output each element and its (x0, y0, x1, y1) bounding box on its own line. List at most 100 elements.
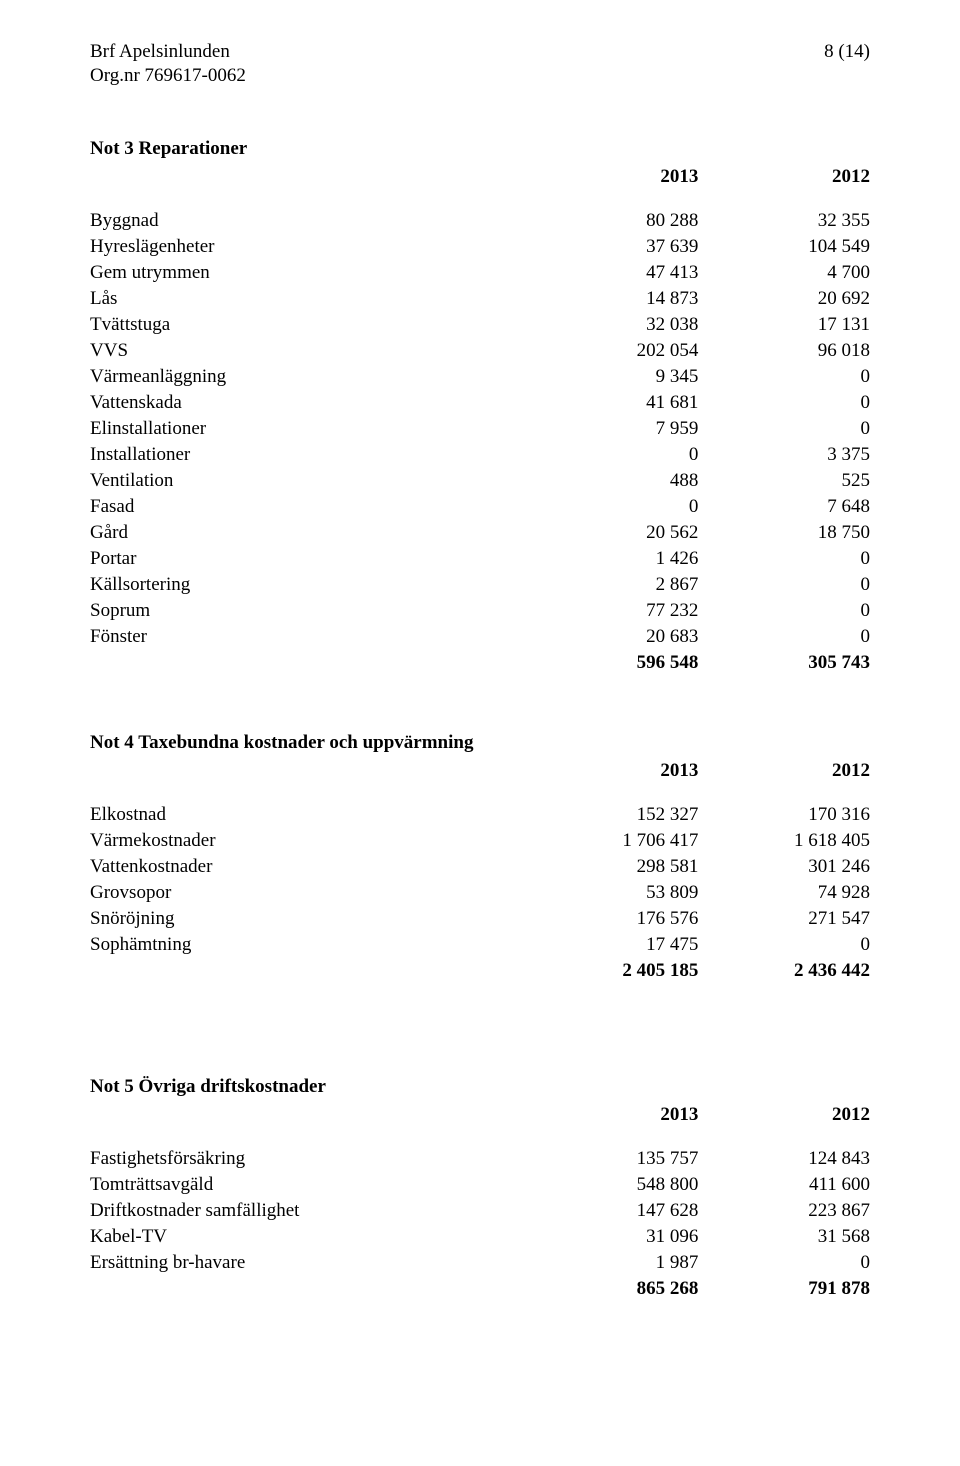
row-label: Gem utrymmen (90, 260, 527, 286)
table-row: Fasad07 648 (90, 494, 870, 520)
table-row: Hyreslägenheter37 639104 549 (90, 234, 870, 260)
table-row: Grovsopor53 80974 928 (90, 880, 870, 906)
row-y1: 31 096 (527, 1224, 699, 1250)
row-y2: 0 (698, 572, 870, 598)
row-y1: 7 959 (527, 416, 699, 442)
row-label: Elkostnad (90, 802, 527, 828)
row-y2: 0 (698, 364, 870, 390)
table-row: Snöröjning176 576271 547 (90, 906, 870, 932)
row-label: Elinstallationer (90, 416, 527, 442)
not4-total-y2: 2 436 442 (698, 958, 870, 984)
row-y1: 0 (527, 494, 699, 520)
row-y1: 176 576 (527, 906, 699, 932)
row-y2: 525 (698, 468, 870, 494)
blank-header (90, 164, 527, 190)
table-row: Sophämtning17 4750 (90, 932, 870, 958)
table-row: Värmekostnader1 706 4171 618 405 (90, 828, 870, 854)
table-row: Lås14 87320 692 (90, 286, 870, 312)
row-y2: 1 618 405 (698, 828, 870, 854)
row-y2: 0 (698, 546, 870, 572)
row-y1: 0 (527, 442, 699, 468)
row-y2: 96 018 (698, 338, 870, 364)
table-row: Portar1 4260 (90, 546, 870, 572)
table-row: Elinstallationer7 9590 (90, 416, 870, 442)
row-label: Källsortering (90, 572, 527, 598)
year2-header: 2012 (698, 1102, 870, 1128)
table-row: Elkostnad152 327170 316 (90, 802, 870, 828)
year1-header: 2013 (527, 758, 699, 784)
row-y2: 3 375 (698, 442, 870, 468)
row-y1: 1 426 (527, 546, 699, 572)
page-header: Brf Apelsinlunden Org.nr 769617-0062 8 (… (90, 40, 870, 88)
row-label: Värmeanläggning (90, 364, 527, 390)
row-y1: 147 628 (527, 1198, 699, 1224)
not3-table: 2013 2012 Byggnad80 28832 355 Hyreslägen… (90, 164, 870, 676)
row-y1: 152 327 (527, 802, 699, 828)
row-y2: 0 (698, 598, 870, 624)
row-y1: 135 757 (527, 1146, 699, 1172)
row-y1: 14 873 (527, 286, 699, 312)
row-y2: 0 (698, 416, 870, 442)
table-row: Kabel-TV31 09631 568 (90, 1224, 870, 1250)
row-label: Ersättning br-havare (90, 1250, 527, 1276)
table-row: Installationer03 375 (90, 442, 870, 468)
not4-total-row: 2 405 1852 436 442 (90, 958, 870, 984)
table-row: Gem utrymmen47 4134 700 (90, 260, 870, 286)
row-y2: 32 355 (698, 208, 870, 234)
row-label: Vattenkostnader (90, 854, 527, 880)
year1-header: 2013 (527, 164, 699, 190)
not5-table: 2013 2012 Fastighetsförsäkring135 757124… (90, 1102, 870, 1302)
row-y2: 170 316 (698, 802, 870, 828)
not4-title: Not 4 Taxebundna kostnader och uppvärmni… (90, 732, 870, 754)
row-y2: 271 547 (698, 906, 870, 932)
row-y1: 488 (527, 468, 699, 494)
not4-header-row: 2013 2012 (90, 758, 870, 784)
row-y1: 1 706 417 (527, 828, 699, 854)
row-label: Vattenskada (90, 390, 527, 416)
year2-header: 2012 (698, 164, 870, 190)
row-y1: 32 038 (527, 312, 699, 338)
row-y2: 4 700 (698, 260, 870, 286)
table-row: Soprum77 2320 (90, 598, 870, 624)
row-y1: 9 345 (527, 364, 699, 390)
org-name: Brf Apelsinlunden (90, 40, 246, 64)
row-y2: 0 (698, 624, 870, 650)
row-y1: 202 054 (527, 338, 699, 364)
not3-total-y2: 305 743 (698, 650, 870, 676)
row-label: Fastighetsförsäkring (90, 1146, 527, 1172)
not4-total-y1: 2 405 185 (527, 958, 699, 984)
row-y2: 17 131 (698, 312, 870, 338)
row-label: Tvättstuga (90, 312, 527, 338)
row-label: Byggnad (90, 208, 527, 234)
row-label: Kabel-TV (90, 1224, 527, 1250)
row-y2: 0 (698, 390, 870, 416)
row-y1: 37 639 (527, 234, 699, 260)
table-row: Vattenskada41 6810 (90, 390, 870, 416)
row-y2: 18 750 (698, 520, 870, 546)
table-row: VVS202 05496 018 (90, 338, 870, 364)
not4-table: 2013 2012 Elkostnad152 327170 316 Värmek… (90, 758, 870, 984)
row-y2: 124 843 (698, 1146, 870, 1172)
row-y1: 41 681 (527, 390, 699, 416)
row-label: Driftkostnader samfällighet (90, 1198, 527, 1224)
not3-total-y1: 596 548 (527, 650, 699, 676)
row-y1: 20 562 (527, 520, 699, 546)
table-row: Fönster20 6830 (90, 624, 870, 650)
row-label: VVS (90, 338, 527, 364)
not3-total-row: 596 548305 743 (90, 650, 870, 676)
table-row: Gård20 56218 750 (90, 520, 870, 546)
row-y2: 31 568 (698, 1224, 870, 1250)
table-row: Värmeanläggning9 3450 (90, 364, 870, 390)
header-left: Brf Apelsinlunden Org.nr 769617-0062 (90, 40, 246, 88)
blank-header (90, 758, 527, 784)
not5-header-row: 2013 2012 (90, 1102, 870, 1128)
row-label: Tomträttsavgäld (90, 1172, 527, 1198)
row-label: Portar (90, 546, 527, 572)
row-y1: 77 232 (527, 598, 699, 624)
table-row: Fastighetsförsäkring135 757124 843 (90, 1146, 870, 1172)
table-row: Tvättstuga32 03817 131 (90, 312, 870, 338)
table-row: Källsortering2 8670 (90, 572, 870, 598)
row-label: Lås (90, 286, 527, 312)
row-y2: 74 928 (698, 880, 870, 906)
row-y2: 301 246 (698, 854, 870, 880)
